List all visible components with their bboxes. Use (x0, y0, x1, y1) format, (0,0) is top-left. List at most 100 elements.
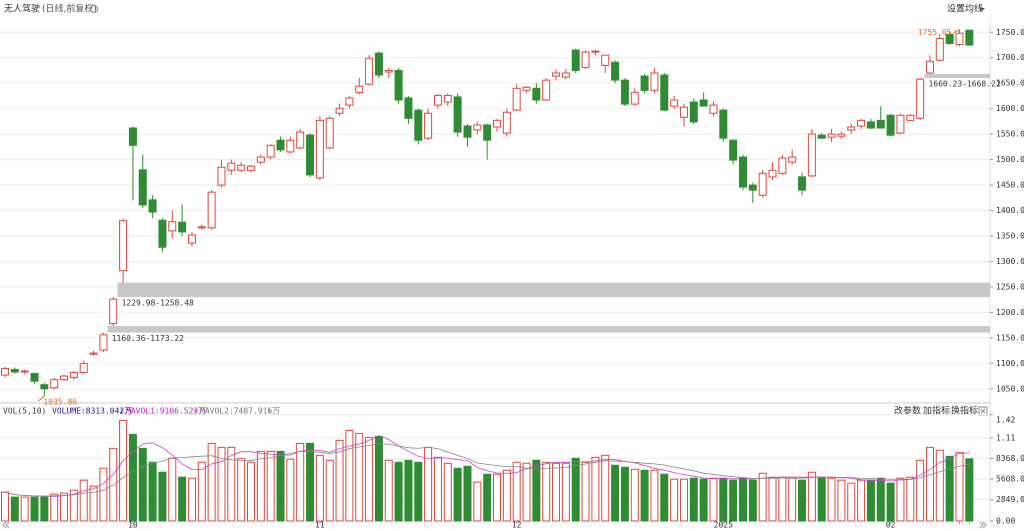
candle-body (374, 52, 383, 76)
mavol1-arrow: ↑ (193, 407, 198, 416)
volume-bar (552, 462, 561, 522)
volume-bar (483, 473, 492, 522)
scroll-right[interactable] (979, 521, 987, 529)
volume-bar (699, 478, 708, 522)
low-label: 1035.86 (43, 397, 77, 406)
volume-bar (935, 449, 944, 522)
candle-body (335, 107, 344, 114)
mavol2-arrow: ↑ (267, 407, 272, 416)
volume-bar (670, 478, 679, 522)
volume-bar (561, 462, 570, 522)
volume-bar (522, 462, 531, 522)
indicator-button[interactable]: 加指标 (923, 405, 950, 417)
candle-body (561, 72, 570, 78)
volume-bar (325, 459, 334, 522)
candle-body (532, 87, 541, 101)
candle-body (650, 72, 659, 91)
volume-bar (571, 457, 580, 522)
candle-body (522, 86, 531, 91)
y-tick-label: 1250.00 (996, 282, 1024, 291)
candle-body (640, 75, 649, 91)
ma-line (4, 443, 970, 497)
candle-body (955, 32, 964, 45)
y-tick-label: 1650.00 (996, 79, 1024, 88)
volume-bar (384, 459, 393, 522)
volume-bar (227, 446, 236, 522)
y-tick-label: 1450.00 (996, 181, 1024, 190)
candle-body (817, 134, 826, 139)
volume-bar (768, 476, 777, 522)
volume-bar (788, 477, 797, 522)
candle-body (935, 37, 944, 61)
volume-bar (345, 429, 354, 522)
candle-body (866, 121, 875, 129)
volume-bar (10, 496, 19, 522)
volume-bar (798, 479, 807, 522)
volume-bar (394, 461, 403, 522)
candle-body (768, 169, 777, 178)
candle-body (237, 164, 246, 171)
gap-zone (117, 282, 990, 298)
candle-body (404, 97, 413, 119)
candle-body (709, 104, 718, 114)
volume-bar (847, 482, 856, 522)
candle-body (1, 367, 9, 376)
candle-body (739, 156, 747, 188)
candle-body (886, 114, 895, 136)
close-icon (980, 408, 986, 414)
volume-bar (473, 481, 482, 522)
x-tick-label: 02 (886, 521, 896, 530)
y-tick-label: 1300.00 (996, 257, 1024, 266)
gap-label: 1160.36-1173.22 (112, 334, 184, 343)
volume-bar (896, 477, 905, 522)
gap-zone (924, 73, 990, 78)
ma-button[interactable]: 设置均线 (947, 3, 983, 15)
volume-bar (286, 458, 295, 522)
scroll-left[interactable] (2, 521, 10, 529)
volume-bar (532, 459, 541, 522)
candle-body (20, 370, 29, 373)
volume-bar (1, 491, 9, 522)
volume-bar (630, 468, 639, 522)
y-tick-label: 1550.00 (996, 130, 1024, 139)
candle-body (896, 114, 905, 134)
candle-body (247, 165, 255, 171)
volume-bar (660, 473, 669, 522)
candle-body (227, 162, 236, 171)
candle-body (168, 221, 177, 232)
candle-body (689, 101, 698, 123)
volume-bar (945, 455, 954, 522)
candle-body (345, 97, 354, 106)
candle-body (847, 126, 856, 131)
volume-bar (640, 469, 649, 522)
indicator-button[interactable]: 换指标 (951, 405, 978, 417)
volume-bar (138, 447, 147, 522)
candle-body (178, 221, 187, 233)
volume-bar (119, 419, 128, 522)
volume-bar (247, 461, 255, 522)
indicator-button[interactable]: 改参数 (894, 405, 921, 417)
volume-bar (404, 459, 413, 522)
volume-bar (207, 442, 216, 522)
candle-body (443, 94, 452, 103)
volume-bar (276, 450, 285, 522)
candle-body (699, 99, 708, 107)
period-label: (日线,前复权) (42, 3, 97, 15)
volume-tick-label: 8368.00 (996, 454, 1024, 463)
candle-body (40, 384, 49, 390)
candle-body (365, 57, 374, 85)
candle-body (119, 220, 128, 272)
volume-bar (827, 477, 836, 522)
volume-bar (502, 469, 511, 522)
volume-bar (187, 477, 196, 522)
candle-body (207, 191, 216, 229)
volume-bar (463, 465, 472, 522)
candle-body (670, 99, 679, 107)
candle-body (453, 96, 462, 133)
volume-bar (729, 479, 738, 522)
candle-body (552, 72, 561, 77)
volume-bar (493, 473, 501, 522)
settings-icon[interactable] (90, 5, 98, 13)
candle-body (148, 199, 157, 213)
volume-bar (20, 496, 29, 522)
